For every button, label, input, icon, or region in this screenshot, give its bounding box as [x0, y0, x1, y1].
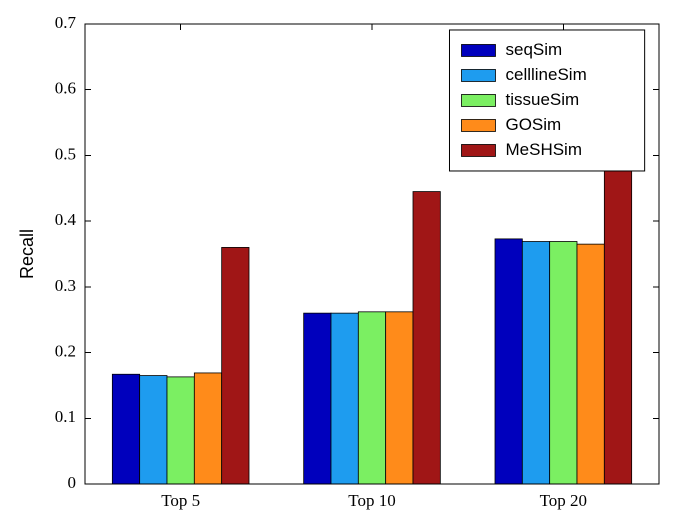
x-tick-label: Top 20	[540, 491, 587, 510]
legend-label: seqSim	[505, 40, 562, 59]
legend-label: tissueSim	[505, 90, 579, 109]
recall-bar-chart: 0 0.1 0.2 0.3 0.4 0.5 0.6 0.7 Recall Top 5 Top 10 T…	[0, 0, 685, 525]
svg-text:0.1: 0.1	[55, 407, 76, 426]
legend-swatch	[461, 119, 495, 131]
svg-text:0.4: 0.4	[55, 210, 77, 229]
bar-tissuesim	[358, 312, 385, 484]
bar-meshsim	[604, 126, 631, 484]
legend-label: MeSHSim	[505, 140, 582, 159]
bar-meshsim	[222, 247, 249, 484]
bar-seqsim	[112, 374, 139, 484]
legend-swatch	[461, 144, 495, 156]
bar-tissuesim	[167, 377, 194, 484]
legend-swatch	[461, 94, 495, 106]
svg-text:0.2: 0.2	[55, 341, 76, 360]
bar-gosim	[194, 373, 221, 484]
legend: seqSim celllineSim tissueSim GOSim MeSHSim	[449, 30, 644, 171]
x-tick-label: Top 5	[161, 491, 200, 510]
legend-swatch	[461, 69, 495, 81]
bar-meshsim	[413, 192, 440, 484]
bar-celllinesim	[140, 376, 167, 484]
bar-tissuesim	[550, 242, 577, 484]
svg-text:0.3: 0.3	[55, 276, 76, 295]
svg-text:0.5: 0.5	[55, 144, 76, 163]
legend-swatch	[461, 44, 495, 56]
y-axis-label: Recall	[17, 229, 37, 279]
legend-label: celllineSim	[505, 65, 586, 84]
legend-label: GOSim	[505, 115, 561, 134]
bar-gosim	[386, 312, 413, 484]
bar-celllinesim	[522, 242, 549, 484]
x-tick-label: Top 10	[348, 491, 395, 510]
bar-seqsim	[304, 313, 331, 484]
bar-seqsim	[495, 239, 522, 484]
svg-text:0.6: 0.6	[55, 79, 76, 98]
bar-celllinesim	[331, 313, 358, 484]
bar-gosim	[577, 244, 604, 484]
svg-text:0: 0	[68, 473, 77, 492]
svg-text:0.7: 0.7	[55, 13, 77, 32]
